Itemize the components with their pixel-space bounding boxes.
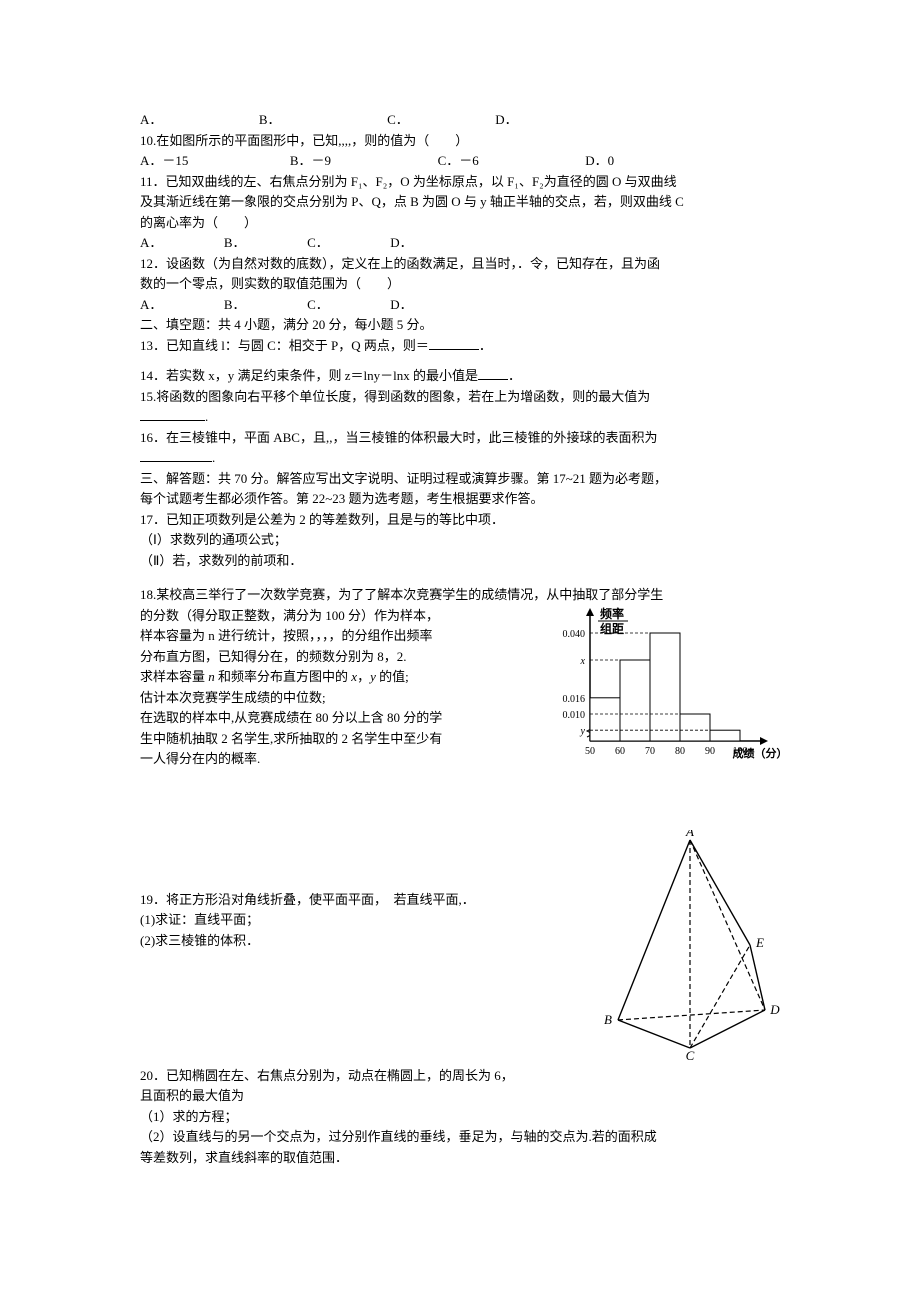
q11-line1: 11．已知双曲线的左、右焦点分别为 F₁、F₂，O 为坐标原点，以 F₁、F₂为… [140,172,780,192]
q10-opt-c: C．－6 [438,151,479,171]
q14-text: 14．若实数 x，y 满足约束条件，则 z＝lny－lnx 的最小值是 [140,368,478,383]
q18-line4: 分布直方图，已知得分在，的频数分别为 8，2. [140,647,532,667]
q12-line1: 12．设函数（为自然对数的底数），定义在上的函数满足，且当时，．令，已知存在，且… [140,254,780,274]
q10-opt-a: A．－15 [140,151,188,171]
q11-line3: 的离心率为（ ） [140,213,780,233]
q18-line9: 一人得分在内的概率. [140,749,532,769]
q17-line1: 17．已知正项数列是公差为 2 的等差数列，且是与的等比中项． [140,510,780,530]
svg-text:B: B [604,1012,612,1027]
svg-text:组距: 组距 [600,621,624,636]
q18-line6: 估计本次竞赛学生成绩的中位数; [140,688,532,708]
q16-line2: . [140,448,780,468]
q13: 13．已知直线 l：与圆 C：相交于 P，Q 两点，则＝ ． [140,336,780,356]
section2-header: 二、填空题：共 4 小题，满分 20 分，每小题 5 分。 [140,315,780,335]
svg-text:y: y [580,726,586,737]
svg-text:成绩（分）: 成绩（分） [733,746,781,760]
q10-opt-b: B．－9 [290,151,331,171]
q12-opt-b: B． [224,295,246,315]
svg-text:A: A [685,830,694,839]
q11-options: A． B． C． D． [140,233,780,253]
q9-options: A． B． C． D． [140,110,780,130]
q13-blank [429,337,479,350]
svg-text:D: D [769,1002,780,1017]
q11-opt-a: A． [140,233,162,253]
svg-text:90: 90 [705,746,715,757]
q15-blank [140,408,205,421]
q10-options: A．－15 B．－9 C．－6 D．0 [140,151,780,171]
q19-text-block: 19．将正方形沿对角线折叠，使平面平面， 若直线平面,． (1)求证：直线平面；… [140,830,600,952]
svg-text:50: 50 [585,746,595,757]
svg-text:60: 60 [615,746,625,757]
section3-line1: 三、解答题：共 70 分。解答应写出文字说明、证明过程或演算步骤。第 17~21… [140,469,780,489]
q17-line2: （Ⅰ）求数列的通项公式； [140,530,780,550]
q20-line5: 等差数列，求直线斜率的取值范围． [140,1148,780,1168]
q18-line8: 生中随机抽取 2 名学生,求所抽取的 2 名学生中至少有 [140,729,532,749]
svg-text:C: C [686,1048,695,1060]
q19-line2: (1)求证：直线平面； [140,910,600,930]
q10-text: 10.在如图所示的平面图形中，已知,,,,，则的值为（ ） [140,131,780,151]
q11-opt-b: B． [224,233,246,253]
svg-text:0.010: 0.010 [563,710,586,721]
q16-end: . [212,450,215,465]
q19-tetrahedron-figure: A B C D E [600,830,780,1060]
section3-line2: 每个试题考生都必须作答。第 22~23 题为选考题，考生根据要求作答。 [140,489,780,509]
q18-line7: 在选取的样本中,从竞赛成绩在 80 分以上含 80 分的学 [140,708,532,728]
q12-opt-c: C． [307,295,329,315]
svg-text:0.040: 0.040 [563,629,586,640]
q11-opt-d: D． [390,233,412,253]
q20-line4: （2）设直线与的另一个交点为，过分别作直线的垂线，垂足为，与轴的交点为.若的面积… [140,1127,780,1147]
q9-opt-c: C． [387,110,409,130]
q17-line3: （Ⅱ）若，求数列的前项和． [140,551,780,571]
svg-text:70: 70 [645,746,655,757]
q13-text: 13．已知直线 l：与圆 C：相交于 P，Q 两点，则＝ [140,338,429,353]
q18-line1: 18.某校高三举行了一次数学竞赛，为了了解本次竞赛学生的成绩情况，从中抽取了部分… [140,585,780,605]
q9-opt-a: A． [140,110,162,130]
svg-text:80: 80 [675,746,685,757]
q18-line3: 样本容量为 n 进行统计，按照，，，，的分组作出频率 [140,626,532,646]
q19-line1: 19．将正方形沿对角线折叠，使平面平面， 若直线平面,． [140,890,600,910]
svg-text:E: E [755,935,764,950]
q9-opt-d: D． [495,110,517,130]
q11-line2: 及其渐近线在第一象限的交点分别为 P、Q，点 B 为圆 O 与 y 轴正半轴的交… [140,192,780,212]
q11-opt-c: C． [307,233,329,253]
q19-line3: (2)求三棱锥的体积． [140,931,600,951]
q20-line3: （1）求的方程； [140,1107,780,1127]
svg-text:x: x [580,656,586,667]
q20-line1: 20．已知椭圆在左、右焦点分别为，动点在椭圆上，的周长为 6， [140,1066,780,1086]
q14: 14．若实数 x，y 满足约束条件，则 z＝lny－lnx 的最小值是 ． [140,366,780,386]
q12-line2: 数的一个零点，则实数的取值范围为（ ） [140,274,780,294]
q12-opt-a: A． [140,295,162,315]
q18-line2: 的分数（得分取正整数，满分为 100 分）作为样本， [140,606,532,626]
q15-line2: . [140,407,780,427]
q18-histogram: 频率组距0.040x0.0160.010y5060708090100成绩（分） [540,606,780,766]
q15-line1: 15.将函数的图象向右平移个单位长度，得到函数的图象，若在上为增函数，则的最大值… [140,387,780,407]
q18-text-block: 的分数（得分取正整数，满分为 100 分）作为样本， 样本容量为 n 进行统计，… [140,606,532,770]
svg-text:频率: 频率 [600,606,624,621]
q12-opt-d: D． [390,295,412,315]
q18-line5: 求样本容量 n 和频率分布直方图中的 x，y 的值; [140,667,532,687]
q9-opt-b: B． [259,110,281,130]
q14-end: ． [508,368,521,383]
q16-blank [140,449,212,462]
q14-blank [478,367,508,380]
q16-line1: 16．在三棱锥中，平面 ABC，且,,，当三棱锥的体积最大时，此三棱锥的外接球的… [140,428,780,448]
q15-end: . [205,409,208,424]
q10-opt-d: D．0 [585,151,614,171]
svg-text:0.016: 0.016 [563,693,586,704]
q20-line2: 且面积的最大值为 [140,1086,780,1106]
q13-end: ． [479,338,492,353]
q12-options: A． B． C． D． [140,295,780,315]
